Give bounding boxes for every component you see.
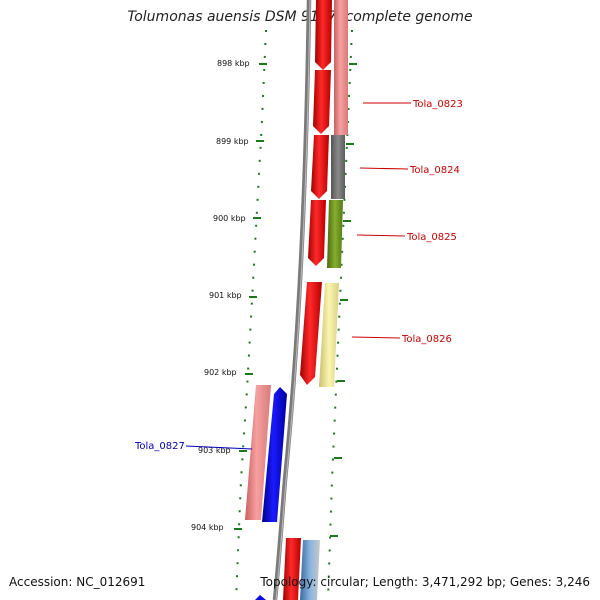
forward-cds-track [283,0,332,600]
tick-label-904: 904 kbp [191,523,224,532]
cds-forward-6[interactable] [283,538,301,600]
tick-label-898: 898 kbp [217,59,250,68]
tick-label-902: 902 kbp [204,368,237,377]
cog-block-pink-inner[interactable] [245,385,271,520]
cds-forward-4[interactable] [308,200,326,266]
cog-block-olive[interactable] [327,200,343,268]
reverse-cds-track [245,385,287,600]
gene-label-tola-0825[interactable]: Tola_0825 [406,232,457,243]
gene-label-tola-0827[interactable]: Tola_0827 [134,441,185,452]
cds-reverse-2[interactable] [255,595,266,600]
tick-label-900: 900 kbp [213,214,246,223]
outer-ticks [330,63,357,537]
genome-backbone [272,0,312,600]
gene-label-tola-0824[interactable]: Tola_0824 [409,165,460,176]
tick-label-899: 899 kbp [216,137,249,146]
tick-label-903: 903 kbp [198,446,231,455]
cds-forward-3[interactable] [311,135,329,199]
cds-forward-2[interactable] [313,70,331,134]
gene-label-tola-0823[interactable]: Tola_0823 [412,99,463,110]
genome-summary-text: Topology: circular; Length: 3,471,292 bp… [260,575,590,589]
scale-labels: 898 kbp 899 kbp 900 kbp 901 kbp 902 kbp … [191,59,250,532]
gene-labels: Tola_0823 Tola_0824 Tola_0825 Tola_0826 … [134,99,463,452]
cog-band-track [300,0,348,600]
map-title: Tolumonas auensis DSM 9187, complete gen… [127,9,473,25]
cog-block-steel[interactable] [300,540,320,600]
accession-text: Accession: NC_012691 [9,575,146,589]
cog-block-yellow[interactable] [319,283,339,387]
cds-forward-5[interactable] [300,282,322,385]
gene-label-tola-0826[interactable]: Tola_0826 [401,334,452,345]
cds-reverse-1[interactable] [262,387,287,522]
cog-block-gray[interactable] [331,135,345,199]
tick-label-901: 901 kbp [209,291,242,300]
cog-block-pink[interactable] [334,0,348,135]
cds-forward-1[interactable] [315,0,332,70]
inner-ticks [234,63,267,530]
